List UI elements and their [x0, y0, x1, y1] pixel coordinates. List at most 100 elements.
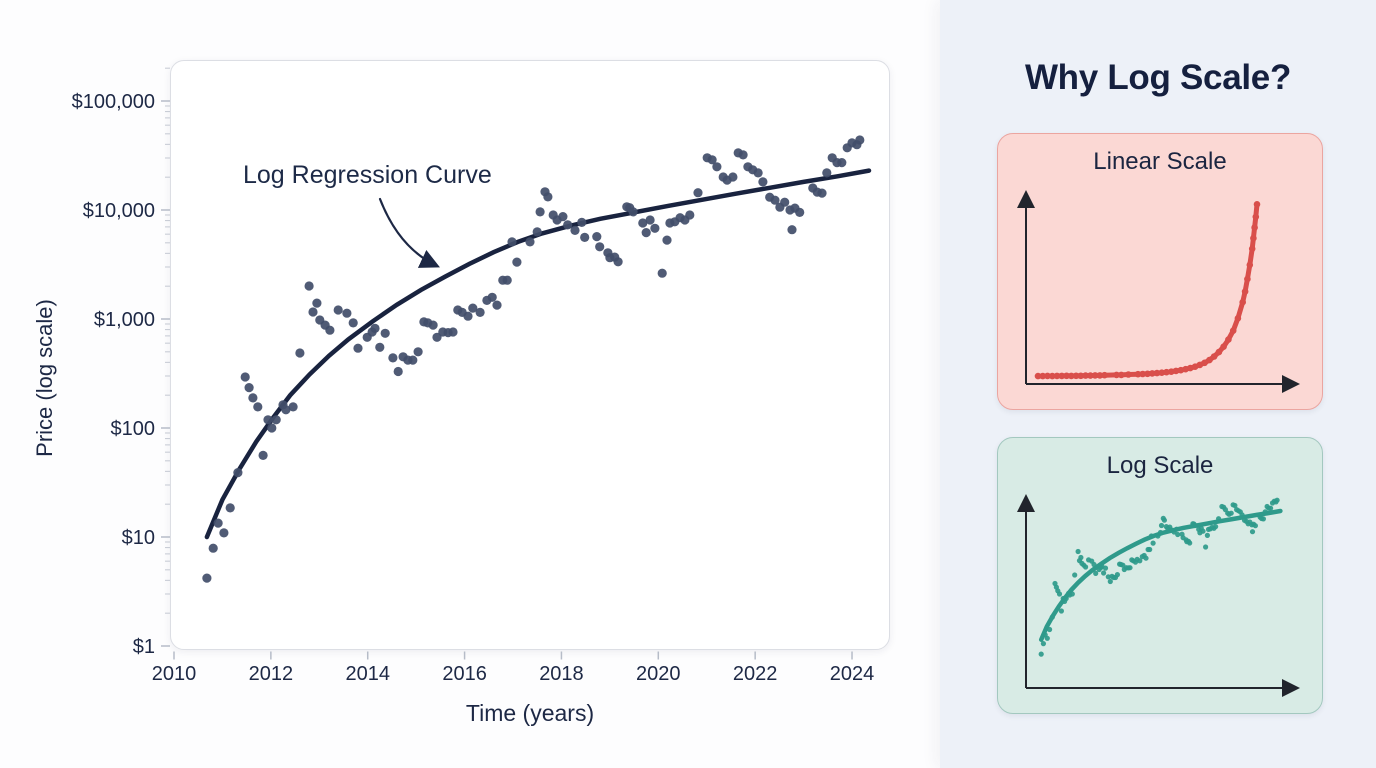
linear-data-point	[1087, 372, 1094, 379]
linear-data-point	[1251, 224, 1258, 231]
linear-data-point	[1134, 370, 1142, 378]
x-tick-label: 2012	[249, 663, 294, 685]
log-data-point	[1232, 502, 1238, 509]
log-data-point	[1147, 546, 1153, 553]
log-data-point	[1228, 510, 1234, 516]
log-data-point	[1040, 641, 1046, 647]
log-data-point	[1143, 555, 1149, 561]
y-tick-label: $10	[122, 527, 155, 549]
log-data-point	[1148, 533, 1154, 539]
linear-curve	[1035, 201, 1260, 379]
linear-data-point	[1058, 372, 1066, 380]
linear-data-point	[1072, 372, 1080, 380]
y-tick-label: $100	[111, 418, 156, 440]
log-data-point	[1274, 497, 1280, 503]
log-data-point	[1102, 565, 1109, 571]
linear-data-point	[1250, 234, 1257, 242]
x-axis-label: Time (years)	[465, 700, 595, 726]
linear-data-point	[1148, 370, 1156, 377]
panel-title: Why Log Scale?	[1024, 58, 1292, 97]
linear-scale-card: Linear Scale	[997, 133, 1323, 410]
log-data-point	[1078, 554, 1084, 561]
log-data-point	[1204, 532, 1210, 538]
linear-data-point	[1096, 372, 1104, 379]
linear-data-point	[1077, 372, 1085, 380]
log-data-point	[1157, 529, 1164, 536]
linear-data-point	[1253, 201, 1261, 208]
x-tick-label: 2014	[345, 663, 390, 685]
log-data-point	[1091, 561, 1097, 568]
linear-data-point	[1091, 372, 1099, 379]
linear-data-point	[1082, 372, 1089, 379]
log-data-point	[1093, 570, 1099, 576]
log-data-point	[1047, 626, 1053, 633]
y-tick-label: $1	[133, 636, 155, 658]
y-tick-label: $1,000	[94, 309, 155, 331]
linear-data-point	[1229, 327, 1237, 334]
x-tick-label: 2024	[830, 663, 875, 685]
x-tick-label: 2022	[733, 663, 778, 685]
x-tick-label: 2016	[442, 663, 487, 685]
linear-data-point	[1246, 261, 1254, 269]
plot-panel	[170, 60, 890, 650]
linear-data-point	[1210, 353, 1218, 360]
linear-data-point	[1241, 288, 1249, 295]
linear-data-point	[1206, 356, 1213, 364]
y-tick-label: $10,000	[83, 200, 155, 222]
y-tick-label: $100,000	[72, 91, 155, 113]
log-data-point	[1044, 635, 1050, 641]
linear-data-point	[1220, 343, 1227, 350]
linear-data-point	[1113, 371, 1120, 379]
log-data-point	[1063, 595, 1069, 602]
linear-data-point	[1244, 275, 1251, 283]
log-data-point	[1262, 509, 1268, 515]
log-data-point	[1249, 529, 1256, 535]
linear-scale-mini-chart	[1017, 190, 1300, 393]
log-data-point	[1175, 531, 1181, 538]
x-tick-label: 2010	[152, 663, 197, 685]
y-axis-label: Price (log scale)	[32, 299, 57, 457]
log-scale-card-title: Log Scale	[1106, 452, 1214, 479]
log-data-point	[1174, 526, 1180, 532]
linear-data-point	[1239, 298, 1246, 306]
log-data-point	[1213, 524, 1219, 530]
x-tick-label: 2020	[636, 663, 681, 685]
linear-data-point	[1101, 371, 1108, 379]
log-data-point	[1239, 512, 1245, 518]
x-tick-label: 2018	[539, 663, 584, 685]
log-data-point	[1150, 540, 1156, 546]
linear-scale-card-title: Linear Scale	[1093, 148, 1227, 175]
log-data-point	[1192, 522, 1198, 529]
log-data-point	[1216, 516, 1222, 522]
log-data-point	[1107, 578, 1113, 585]
log-data-point	[1038, 651, 1044, 657]
log-data-point	[1058, 608, 1064, 614]
explainer-panel: Why Log Scale? Linear Scale Log Scale	[940, 0, 1376, 768]
main-chart-area: $100,000 $10,000 $1,000 $100 $10 $1 2010 2012 20…	[32, 60, 890, 726]
linear-data-point	[1248, 245, 1256, 253]
linear-data-point	[1153, 369, 1161, 377]
log-data-point	[1158, 522, 1165, 529]
log-data-point	[1083, 564, 1089, 570]
linear-data-point	[1139, 370, 1146, 378]
log-data-point	[1114, 572, 1120, 578]
log-data-point	[1075, 548, 1081, 555]
linear-data-point	[1234, 315, 1242, 322]
linear-data-point	[1118, 371, 1125, 379]
log-data-point	[1069, 591, 1075, 597]
log-data-point	[1161, 517, 1167, 523]
log-data-point	[1268, 505, 1274, 511]
linear-data-point	[1049, 372, 1056, 380]
log-data-point	[1101, 570, 1107, 576]
log-data-point	[1137, 558, 1143, 564]
linear-data-point	[1068, 372, 1075, 380]
linear-data-point	[1053, 372, 1061, 380]
log-data-point	[1200, 528, 1206, 534]
linear-data-point	[1063, 372, 1070, 380]
log-data-point	[1127, 565, 1133, 571]
log-data-point	[1056, 591, 1063, 597]
linear-data-point	[1215, 348, 1223, 356]
linear-data-point	[1201, 359, 1208, 367]
log-data-point	[1252, 523, 1258, 529]
linear-data-point	[1252, 213, 1260, 221]
